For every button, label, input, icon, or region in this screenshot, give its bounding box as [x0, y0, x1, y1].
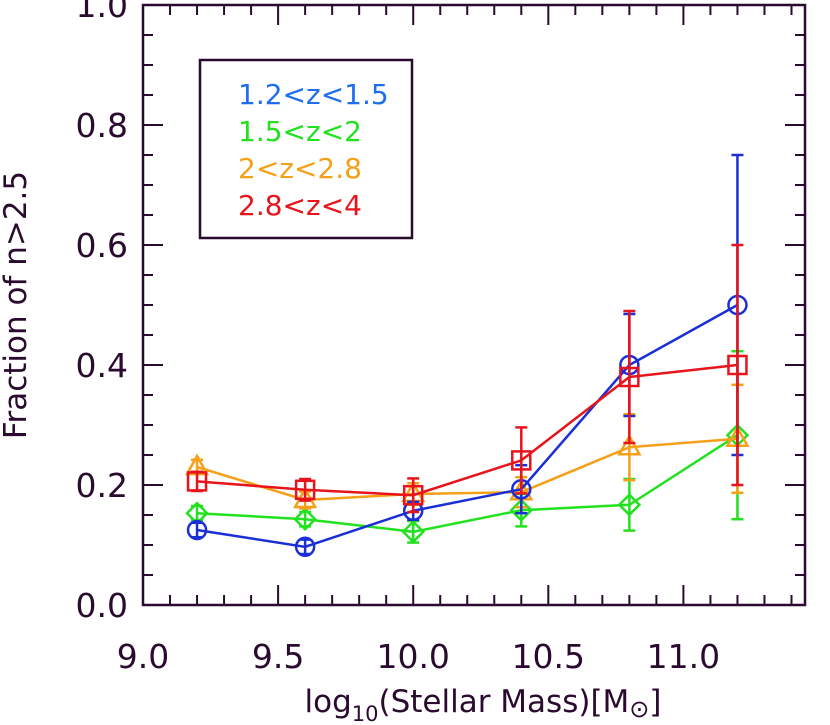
x-axis-label: log10(Stellar Mass)[M⊙]: [304, 684, 661, 725]
x-axis-label-log: log: [304, 684, 351, 720]
x-tick-label: 11.0: [647, 637, 720, 676]
x-tick-label: 10.5: [512, 637, 585, 676]
x-tick-label: 9.5: [252, 637, 304, 676]
data-point-circle: [294, 536, 316, 558]
x-tick-label: 10.0: [376, 637, 449, 676]
legend-entry: 1.5<z<2: [238, 115, 362, 148]
y-tick-label: 1.0: [76, 0, 128, 25]
data-point-square: [402, 484, 424, 506]
data-point-square: [727, 354, 748, 376]
x-axis-label-sun-symbol: ⊙: [629, 695, 649, 723]
legend-entry: 2.8<z<4: [238, 189, 362, 222]
data-point-triangle: [617, 433, 642, 456]
y-axis-ticks: 0.0 0.2 0.4 0.6 0.8 1.0: [76, 0, 805, 625]
x-axis-label-main: (Stellar Mass)[M: [378, 684, 629, 720]
data-point-diamond: [401, 520, 425, 544]
data-point-circle: [186, 519, 208, 541]
series-diamond: [185, 349, 750, 544]
data-point-square: [511, 450, 532, 471]
series-line: [196, 437, 738, 502]
data-point-diamond: [293, 507, 317, 531]
series-square: [186, 243, 748, 514]
series-line: [196, 434, 739, 534]
y-tick-label: 0.8: [76, 106, 128, 145]
x-axis-label-subscript: 10: [352, 702, 379, 725]
data-point-square: [186, 471, 208, 492]
x-tick-label: 9.0: [117, 637, 169, 676]
x-axis-label-end: ]: [649, 684, 661, 720]
data-point-diamond: [617, 493, 642, 517]
data-point-square: [619, 366, 640, 388]
series-line: [196, 303, 739, 549]
legend-entry: 1.2<z<1.5: [238, 78, 389, 111]
series-group: [184, 153, 750, 558]
x-axis-ticks: 9.0 9.5 10.0 10.5 11.0: [117, 5, 793, 676]
y-axis-label: Fraction of n>2.5: [0, 171, 34, 439]
legend-box: [198, 58, 414, 240]
data-point-diamond: [509, 498, 534, 522]
legend-entry: 2<z<2.8: [238, 152, 362, 185]
y-tick-label: 0.4: [76, 346, 128, 385]
data-point-square: [294, 479, 316, 501]
y-tick-label: 0.2: [76, 466, 128, 505]
y-tick-label: 0.6: [76, 226, 128, 265]
legend: 1.2<z<1.5 1.5<z<2 2<z<2.8 2.8<z<4: [198, 58, 414, 240]
y-tick-label: 0.0: [76, 586, 128, 625]
series-line: [196, 363, 738, 497]
series-triangle: [184, 383, 750, 510]
